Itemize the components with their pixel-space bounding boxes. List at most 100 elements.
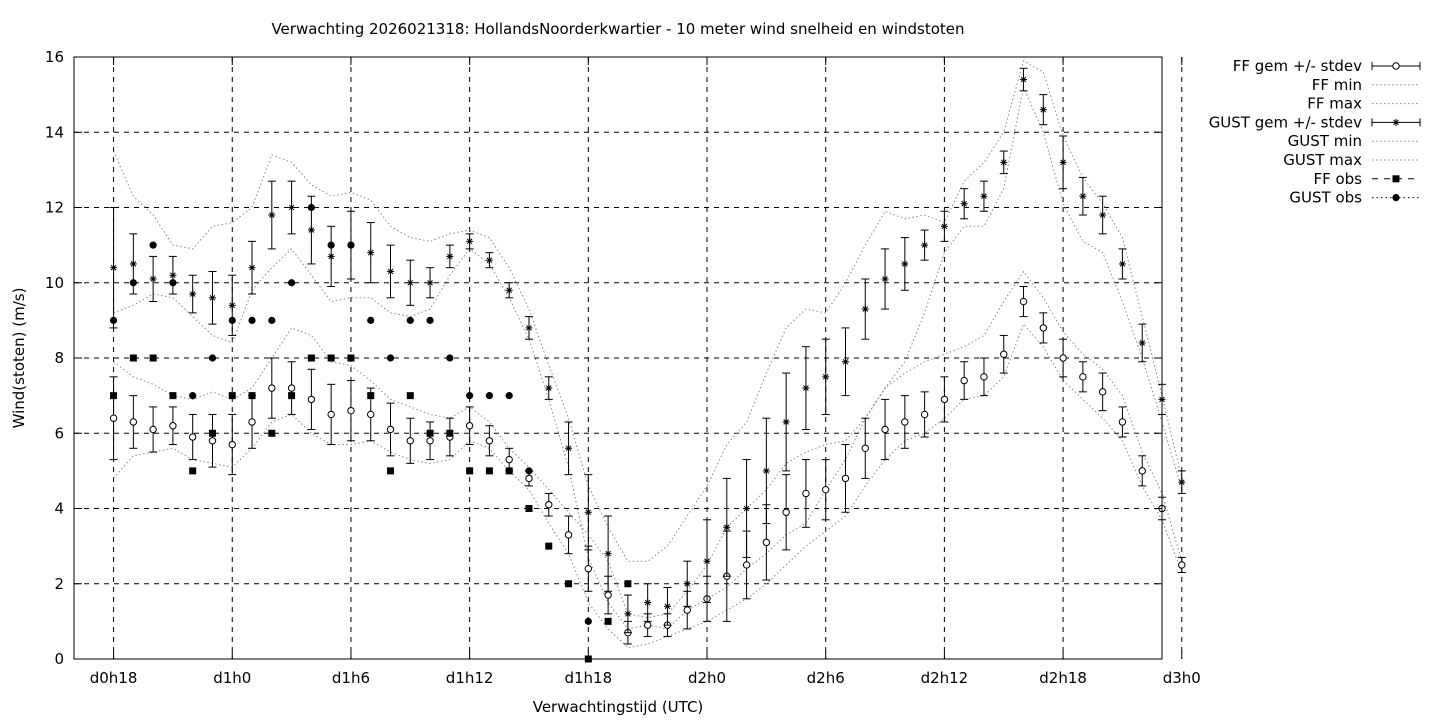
x-tick-label: d2h6: [807, 669, 845, 687]
x-axis-label: Verwachtingstijd (UTC): [533, 698, 704, 716]
ff-obs-point: [129, 354, 137, 362]
gust-obs-point: [367, 316, 375, 324]
ff-obs-point: [228, 392, 236, 400]
ff-obs-point: [485, 467, 493, 475]
gust-mean-point: [1099, 211, 1107, 219]
gust-obs-point: [268, 316, 276, 324]
x-tick-label: d2h0: [688, 669, 726, 687]
ff-obs-point: [446, 429, 454, 437]
ff-mean-point: [386, 425, 395, 434]
gust-mean-point: [228, 301, 236, 309]
legend-label: GUST max: [1283, 151, 1362, 169]
gust-mean-point: [525, 324, 533, 332]
gust-obs-point: [169, 279, 177, 287]
legend-label: FF obs: [1313, 170, 1362, 188]
gust-mean-point: [782, 418, 790, 426]
gust-obs-point: [327, 241, 335, 249]
ff-obs-point: [110, 392, 118, 400]
x-tick-label: d3h0: [1163, 669, 1201, 687]
gust-mean-point: [960, 200, 968, 208]
ff-mean-point: [1098, 388, 1107, 396]
y-tick-label: 4: [54, 500, 64, 518]
ff-mean-point: [861, 444, 869, 452]
legend-swatch-marker: [1392, 118, 1400, 126]
gust-mean-point: [861, 305, 869, 313]
gust-obs-point: [525, 467, 533, 475]
x-tick-label: d1h0: [213, 669, 251, 687]
ff-mean-point: [367, 410, 375, 419]
gust-mean-point: [841, 358, 849, 366]
ff-mean-point: [426, 437, 434, 445]
legend-swatch-marker: [1392, 62, 1400, 70]
gust-mean-point: [663, 602, 671, 610]
legend-label: FF max: [1307, 95, 1362, 113]
gust-obs-point: [386, 354, 395, 362]
ff-mean-point: [307, 395, 316, 404]
ff-mean-point: [525, 474, 533, 483]
gust-mean-point: [288, 204, 296, 211]
ff-mean-point: [742, 561, 751, 569]
ff-mean-point: [802, 489, 810, 498]
gust-mean-point: [110, 264, 118, 272]
gust-mean-point: [248, 264, 256, 272]
x-tick-label: d1h18: [564, 669, 612, 687]
gust-mean-point: [901, 260, 909, 268]
ff-mean-point: [268, 384, 276, 392]
legend-label: FF gem +/- stdev: [1233, 57, 1362, 75]
ff-mean-point: [1138, 467, 1146, 475]
ff-mean-point: [643, 621, 652, 629]
gust-mean-point: [446, 252, 454, 260]
ff-mean-point: [327, 410, 335, 419]
gust-mean-point: [1138, 339, 1146, 347]
gust-obs-point: [505, 392, 513, 400]
gust-mean-point: [466, 237, 474, 245]
ff-obs-point: [208, 429, 216, 437]
gust-obs-point: [446, 354, 454, 362]
ff-mean-point: [980, 373, 988, 381]
gust-mean-point: [1020, 76, 1028, 84]
ff-obs-point: [149, 354, 157, 362]
gust-mean-point: [367, 249, 375, 257]
gust-mean-point: [387, 267, 395, 275]
x-tick-label: d2h18: [1039, 669, 1087, 687]
ff-mean-point: [1000, 350, 1008, 358]
gust-mean-point: [624, 610, 632, 618]
ff-mean-point: [169, 422, 177, 430]
ff-obs-point: [545, 542, 553, 550]
gust-mean-point: [802, 384, 810, 392]
ff-mean-point: [960, 376, 968, 385]
gust-mean-point: [762, 467, 770, 475]
gust-mean-point: [584, 508, 592, 516]
ff-obs-point: [268, 429, 276, 437]
y-tick-label: 0: [54, 650, 64, 668]
ff-mean-point: [1059, 354, 1067, 362]
y-axis-label: Wind(stoten) (m/s): [10, 288, 28, 429]
ff-obs-point: [505, 467, 513, 475]
ff-mean-point: [347, 406, 355, 415]
y-tick-label: 6: [54, 424, 64, 442]
ff-mean-point: [188, 433, 197, 441]
legend-label: GUST min: [1288, 132, 1362, 150]
gust-obs-point: [149, 241, 157, 249]
gust-obs-point: [426, 316, 434, 324]
gust-mean-point: [406, 279, 414, 287]
ff-mean-point: [940, 395, 949, 404]
gust-mean-point: [426, 279, 434, 287]
gust-mean-point: [485, 256, 493, 264]
ff-obs-point: [189, 467, 197, 475]
ff-obs-point: [387, 467, 395, 475]
ff-obs-point: [604, 617, 612, 625]
gust-obs-point: [466, 392, 474, 400]
series-marks: [109, 67, 1186, 663]
ff-mean-point: [1118, 418, 1127, 426]
gust-mean-point: [189, 290, 197, 298]
gust-mean-point: [881, 275, 889, 283]
gust-obs-point: [485, 392, 494, 400]
ff-mean-point: [901, 418, 909, 426]
ff-mean-point: [841, 474, 850, 483]
ff-mean-point: [1079, 373, 1087, 381]
gust-obs-point: [584, 617, 592, 625]
x-tick-label: d0h18: [90, 669, 138, 687]
ff-mean-point: [149, 425, 157, 434]
